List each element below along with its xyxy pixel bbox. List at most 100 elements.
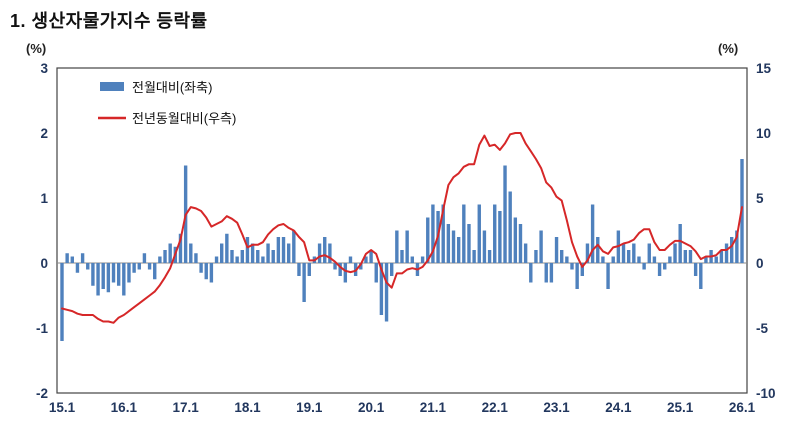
mom-bar: [693, 263, 698, 276]
mom-bar: [245, 237, 250, 263]
x-axis-tick-label: 24.1: [605, 400, 632, 415]
mom-bar: [235, 256, 239, 263]
mom-bar: [400, 250, 404, 263]
mom-bar: [338, 263, 342, 276]
mom-bar: [395, 230, 399, 263]
mom-bar: [178, 233, 183, 263]
mom-bar: [549, 263, 554, 283]
mom-bar: [699, 263, 703, 289]
mom-bar: [204, 263, 208, 280]
mom-bar: [601, 256, 605, 263]
mom-bar: [673, 243, 677, 263]
mom-bar: [111, 263, 116, 283]
mom-bar: [410, 256, 414, 263]
mom-bar: [158, 256, 162, 263]
mom-bar: [163, 250, 167, 263]
left-axis-tick-label: -1: [36, 321, 48, 336]
mom-bar: [359, 263, 363, 270]
mom-bar: [256, 250, 260, 263]
mom-bar: [585, 243, 590, 263]
mom-bar: [86, 263, 90, 270]
mom-bar: [704, 256, 708, 263]
mom-bar: [297, 263, 301, 276]
x-axis-tick-label: 22.1: [482, 400, 509, 415]
mom-bar: [724, 243, 729, 263]
right-axis-tick-label: 10: [756, 126, 771, 141]
left-axis-tick-label: -2: [36, 386, 48, 401]
mom-bar: [554, 237, 559, 263]
mom-bar: [364, 256, 368, 263]
mom-bar: [379, 263, 384, 315]
mom-bar: [271, 250, 275, 263]
mom-bar: [147, 263, 152, 270]
mom-bar: [560, 250, 564, 263]
mom-bar: [518, 224, 523, 263]
mom-bar: [575, 263, 579, 289]
mom-bar: [467, 224, 471, 263]
mom-bar: [657, 263, 662, 276]
mom-bar: [441, 204, 445, 263]
x-axis-tick-label: 25.1: [667, 400, 694, 415]
mom-bar: [348, 256, 353, 263]
right-axis-tick-label: 5: [756, 191, 764, 206]
left-axis-tick-label: 0: [40, 256, 48, 271]
mom-bar: [328, 243, 332, 263]
mom-bar: [65, 253, 69, 263]
mom-bar: [730, 237, 734, 263]
mom-bar: [451, 230, 456, 263]
legend-bar-swatch: [100, 82, 124, 91]
mom-bar: [230, 250, 234, 263]
mom-bar: [683, 250, 688, 263]
mom-bar: [472, 250, 476, 263]
legend-line-label: 전년동월대비(우측): [132, 111, 236, 126]
left-axis-tick-label: 1: [40, 191, 48, 206]
mom-bar: [390, 263, 394, 276]
mom-bar: [132, 263, 136, 273]
plot-frame: [56, 67, 748, 394]
mom-bar: [122, 263, 126, 296]
right-axis-tick-label: -10: [756, 386, 776, 401]
mom-bar: [214, 256, 219, 263]
x-axis-tick-label: 17.1: [172, 400, 199, 415]
mom-bar: [199, 263, 203, 273]
mom-bar: [611, 256, 615, 263]
mom-bar: [106, 263, 111, 293]
mom-bar: [663, 263, 667, 270]
chart-title: 1. 생산자물가지수 등락률: [10, 11, 208, 31]
mom-bar: [281, 237, 286, 263]
x-axis-tick-label: 26.1: [729, 400, 756, 415]
mom-bar: [96, 263, 100, 296]
mom-bar: [529, 263, 533, 283]
mom-bar: [75, 263, 80, 273]
mom-bar: [420, 256, 425, 263]
mom-bar: [286, 243, 291, 263]
mom-bar: [70, 256, 74, 263]
mom-bar: [477, 204, 481, 263]
mom-bar: [240, 250, 244, 263]
x-axis-tick-label: 15.1: [49, 400, 76, 415]
yoy-line: [61, 132, 743, 324]
mom-bar: [539, 230, 543, 263]
mom-bar: [642, 263, 646, 270]
x-axis-tick-label: 21.1: [420, 400, 447, 415]
mom-bar: [369, 250, 373, 263]
mom-bar: [276, 237, 281, 263]
mom-bar: [101, 263, 105, 289]
mom-bar: [91, 263, 95, 286]
mom-bar: [307, 263, 311, 276]
mom-bar: [544, 263, 548, 283]
mom-bar: [225, 233, 229, 263]
mom-bar: [735, 230, 739, 263]
mom-bar: [626, 250, 631, 263]
mom-bar: [632, 243, 636, 263]
mom-bar: [127, 263, 131, 283]
x-axis-tick-label: 23.1: [543, 400, 570, 415]
mom-bar: [621, 243, 626, 263]
x-axis-tick-label: 19.1: [296, 400, 323, 415]
mom-bar: [482, 230, 487, 263]
mom-bar: [647, 243, 651, 263]
mom-bar: [168, 243, 172, 263]
mom-bar: [116, 263, 121, 286]
mom-bar: [302, 263, 306, 302]
